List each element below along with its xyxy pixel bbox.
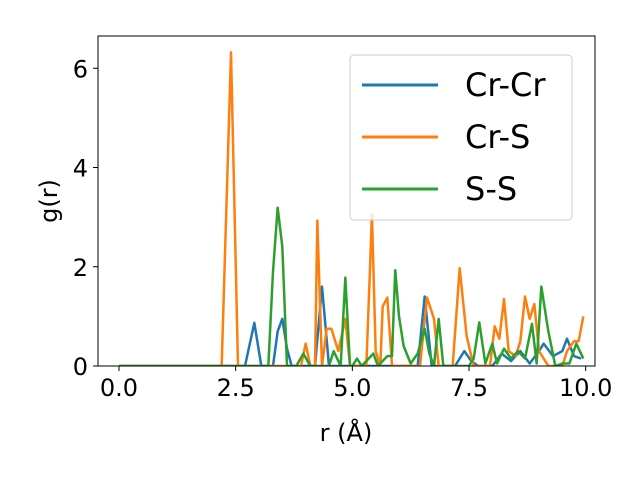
legend-label-0: Cr-Cr bbox=[465, 66, 546, 104]
legend: Cr-Cr Cr-S S-S bbox=[349, 54, 573, 221]
series-line-2 bbox=[119, 206, 585, 366]
legend-label-2: S-S bbox=[465, 170, 517, 208]
x-axis-label: r (Å) bbox=[320, 418, 373, 447]
plot-area bbox=[97, 35, 596, 367]
y-axis: 0 2 4 6 bbox=[73, 55, 98, 381]
legend-label-1: Cr-S bbox=[465, 118, 530, 156]
y-tick-label: 4 bbox=[73, 155, 88, 183]
x-tick-label: 10.0 bbox=[559, 374, 612, 402]
y-tick-label: 0 bbox=[73, 353, 88, 381]
x-axis: 0.0 2.5 5.0 7.5 10.0 bbox=[100, 366, 612, 402]
plot-frame bbox=[97, 35, 596, 367]
y-tick-label: 6 bbox=[73, 55, 88, 83]
x-tick-label: 2.5 bbox=[217, 374, 255, 402]
series-line-0 bbox=[119, 285, 582, 366]
x-tick-label: 5.0 bbox=[333, 374, 371, 402]
legend-box bbox=[349, 54, 573, 221]
series-layer bbox=[119, 51, 585, 366]
y-tick-label: 2 bbox=[73, 254, 88, 282]
x-tick-label: 0.0 bbox=[100, 374, 138, 402]
y-axis-label: g(r) bbox=[35, 179, 63, 223]
x-tick-label: 7.5 bbox=[450, 374, 488, 402]
